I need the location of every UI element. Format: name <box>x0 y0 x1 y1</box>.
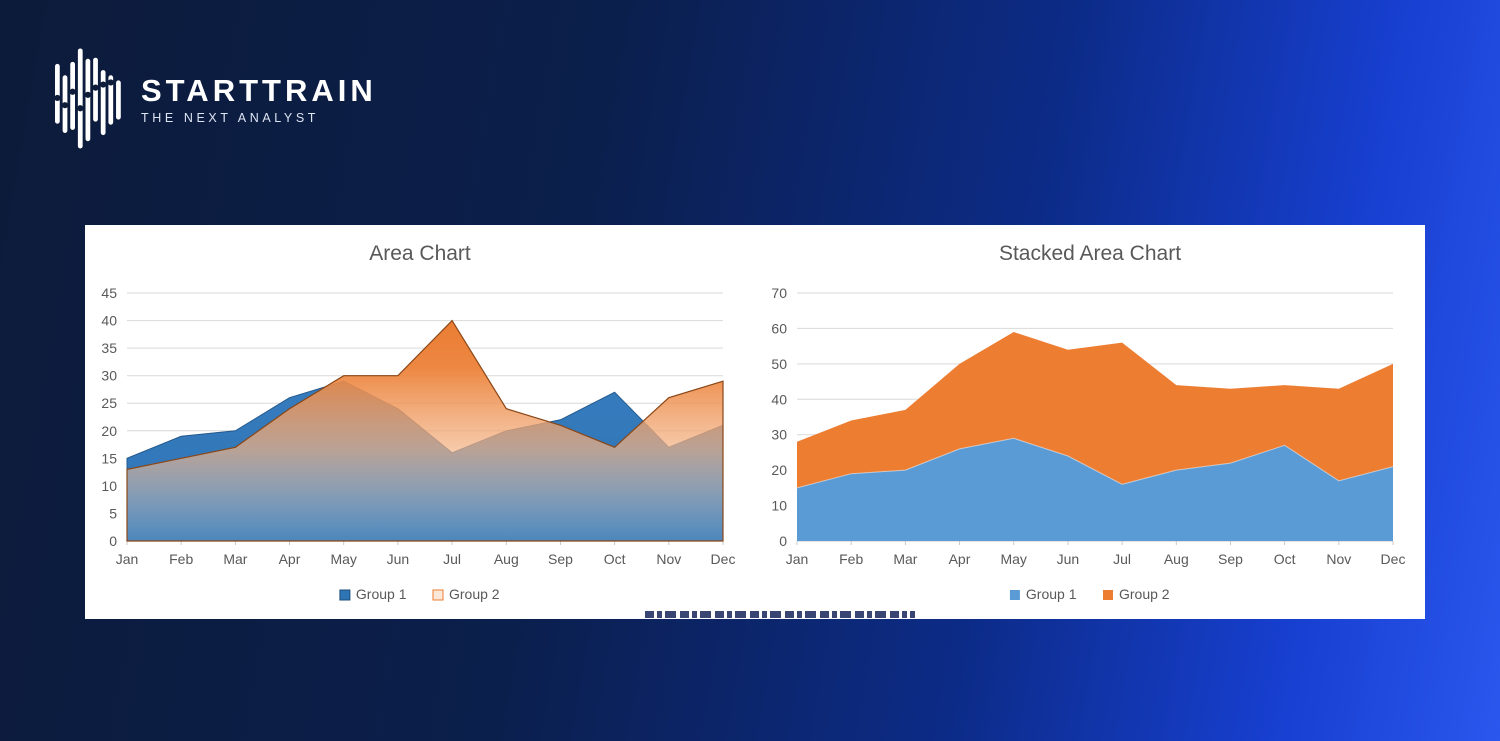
svg-text:Oct: Oct <box>1274 551 1296 567</box>
svg-text:70: 70 <box>771 285 787 301</box>
svg-text:Nov: Nov <box>1326 551 1351 567</box>
svg-text:30: 30 <box>101 368 117 384</box>
svg-text:Jan: Jan <box>786 551 809 567</box>
svg-text:40: 40 <box>101 313 117 329</box>
svg-text:Mar: Mar <box>893 551 917 567</box>
svg-text:10: 10 <box>771 498 787 514</box>
charts-panel: 0 5 10 15 20 25 30 35 40 45 Jan Feb Mar Apr May Jun Jul A… <box>85 225 1425 619</box>
svg-text:Apr: Apr <box>949 551 971 567</box>
brand-text: STARTTRAIN THE NEXT ANALYST <box>141 75 377 125</box>
svg-text:May: May <box>1000 551 1026 567</box>
svg-text:Sep: Sep <box>548 551 573 567</box>
svg-text:Feb: Feb <box>839 551 863 567</box>
svg-text:Apr: Apr <box>279 551 301 567</box>
svg-text:25: 25 <box>101 395 117 411</box>
svg-text:Feb: Feb <box>169 551 193 567</box>
svg-text:15: 15 <box>101 450 117 466</box>
svg-text:May: May <box>330 551 356 567</box>
svg-text:40: 40 <box>771 391 787 407</box>
svg-text:Dec: Dec <box>711 551 736 567</box>
svg-text:Mar: Mar <box>223 551 247 567</box>
svg-text:Oct: Oct <box>604 551 626 567</box>
svg-text:Jan: Jan <box>116 551 139 567</box>
svg-text:10: 10 <box>101 478 117 494</box>
svg-text:5: 5 <box>109 505 117 521</box>
svg-text:Dec: Dec <box>1381 551 1406 567</box>
brand-name: STARTTRAIN <box>141 73 377 108</box>
svg-text:Jul: Jul <box>1113 551 1131 567</box>
area-chart: 0 5 10 15 20 25 30 35 40 45 Jan Feb Mar Apr May Jun Jul A… <box>85 225 755 617</box>
svg-text:Sep: Sep <box>1218 551 1243 567</box>
svg-text:Group 1: Group 1 <box>1026 586 1077 602</box>
svg-text:Jul: Jul <box>443 551 461 567</box>
svg-text:45: 45 <box>101 285 117 301</box>
svg-text:Aug: Aug <box>1164 551 1189 567</box>
svg-text:60: 60 <box>771 320 787 336</box>
svg-text:50: 50 <box>771 356 787 372</box>
brand-tagline: THE NEXT ANALYST <box>141 111 320 125</box>
svg-text:Jun: Jun <box>387 551 410 567</box>
brand-logo: STARTTRAIN THE NEXT ANALYST <box>55 48 377 152</box>
svg-text:Aug: Aug <box>494 551 519 567</box>
svg-text:Area Chart: Area Chart <box>369 242 471 265</box>
svg-text:20: 20 <box>101 423 117 439</box>
svg-text:30: 30 <box>771 427 787 443</box>
svg-text:Group 2: Group 2 <box>1119 586 1170 602</box>
svg-text:Nov: Nov <box>656 551 681 567</box>
clipped-text-artifact <box>645 611 915 618</box>
svg-text:0: 0 <box>779 533 787 549</box>
svg-text:Group 2: Group 2 <box>449 586 500 602</box>
stacked-area-chart: 0 10 20 30 40 50 60 70 Jan Feb Mar Apr May Jun Jul Aug S… <box>755 225 1425 617</box>
svg-text:20: 20 <box>771 462 787 478</box>
svg-text:35: 35 <box>101 340 117 356</box>
equalizer-logo-icon <box>55 48 121 149</box>
svg-text:Jun: Jun <box>1057 551 1080 567</box>
svg-text:Stacked Area Chart: Stacked Area Chart <box>999 242 1181 265</box>
svg-text:0: 0 <box>109 533 117 549</box>
svg-text:Group 1: Group 1 <box>356 586 407 602</box>
